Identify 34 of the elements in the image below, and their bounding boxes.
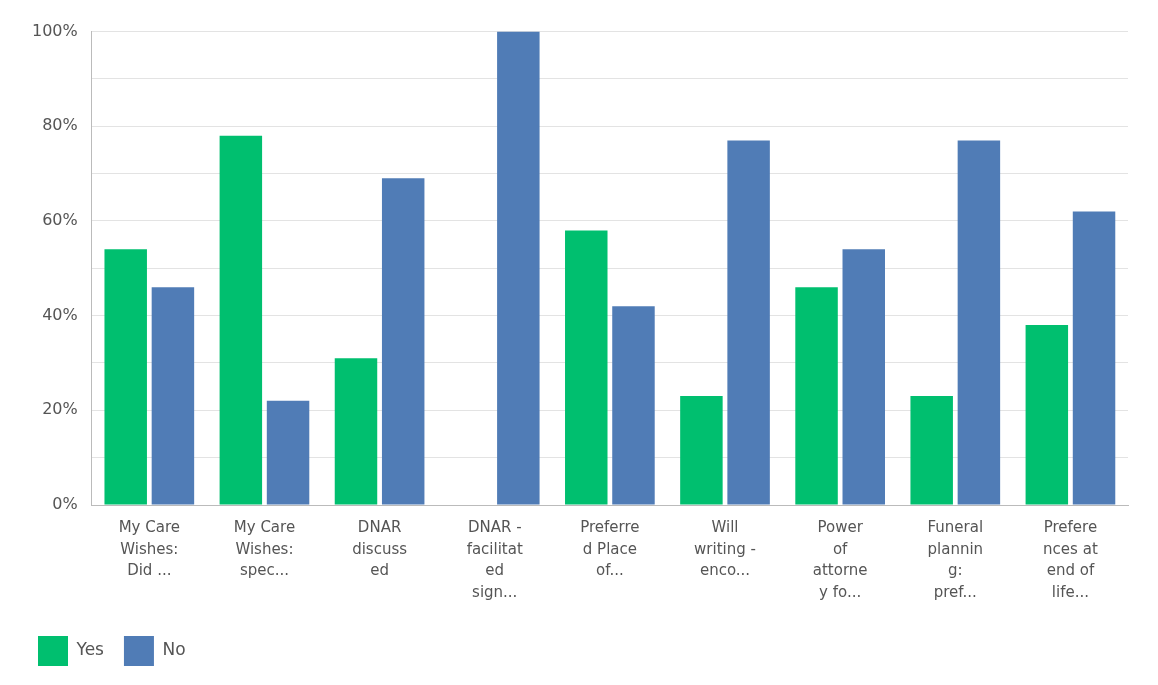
bar — [381, 178, 425, 505]
y-tick-label: 0% — [52, 494, 78, 514]
bar — [151, 287, 195, 505]
bar — [497, 31, 540, 505]
x-tick-label: Funeral planning: pref... — [927, 517, 984, 602]
x-tick-label: Preferences at end of life... — [1043, 517, 1098, 602]
bar — [727, 140, 770, 505]
bar — [612, 306, 655, 505]
bar — [1025, 325, 1069, 505]
x-tick-label: DNAR - facilitated sign... — [466, 517, 523, 602]
bar — [842, 249, 885, 505]
x-tick-label: My Care Wishes: spec... — [233, 517, 296, 580]
legend-label: No — [162, 639, 186, 660]
y-tick-label: 80% — [42, 115, 78, 135]
x-tick-label: DNAR discussed — [352, 517, 408, 580]
bar — [266, 400, 310, 505]
x-tick-label: Power of attorney fo... — [812, 517, 868, 602]
y-tick-label: 40% — [42, 304, 78, 324]
bar — [957, 140, 1001, 505]
y-tick-label: 20% — [42, 399, 78, 419]
bar — [219, 135, 263, 505]
bar — [910, 396, 953, 505]
x-tick-label: My Care Wishes: Did ... — [118, 517, 180, 580]
x-tick-label: Will writing - enco... — [694, 517, 756, 580]
bar — [334, 358, 378, 505]
legend-label: Yes — [75, 639, 105, 660]
bar — [565, 230, 608, 505]
bar — [1072, 211, 1116, 505]
bar — [680, 396, 723, 505]
x-tick-label: Preferred Place of... — [580, 517, 640, 580]
y-tick-label: 60% — [42, 210, 78, 230]
y-tick-label: 100% — [31, 20, 78, 40]
bar — [795, 287, 838, 505]
bar — [104, 249, 147, 505]
